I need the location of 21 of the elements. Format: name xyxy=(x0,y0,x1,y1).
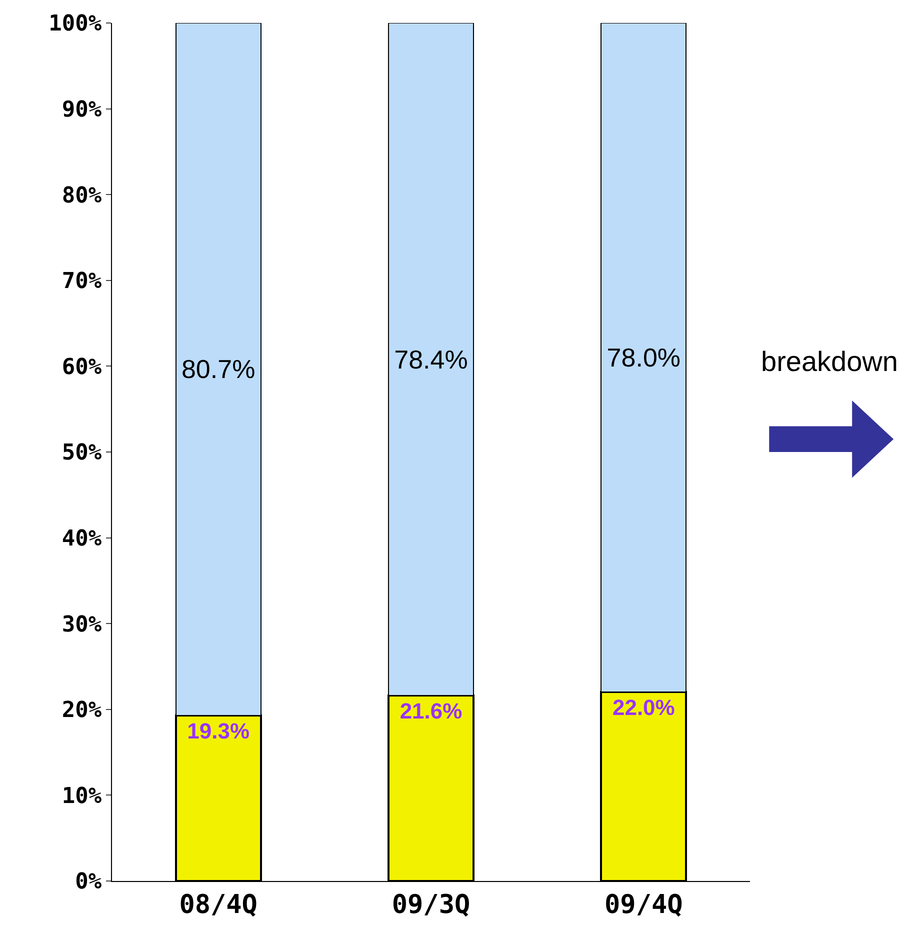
y-tick-label: 100% xyxy=(48,12,102,37)
x-tick-label: 09/4Q xyxy=(604,890,683,920)
y-tick-label: 90% xyxy=(62,98,102,122)
data-label: 78.0% xyxy=(606,342,681,373)
y-tick-label: 20% xyxy=(62,698,102,724)
y-tick-label: 30% xyxy=(62,612,102,638)
y-tick-label: 70% xyxy=(62,269,102,294)
y-tick-label: 50% xyxy=(62,440,102,466)
x-tick-label: 09/3Q xyxy=(392,890,470,920)
y-tick-label: 40% xyxy=(62,526,102,552)
text: breakdown xyxy=(761,346,898,377)
y-tick-label: 0% xyxy=(75,870,102,895)
data-label: 78.4% xyxy=(394,344,468,374)
data-label: 22.0% xyxy=(612,695,675,720)
y-tick-label: 60% xyxy=(62,354,102,380)
data-label: 80.7% xyxy=(181,354,256,384)
x-tick-label: 08/4Q xyxy=(179,890,258,920)
y-tick-label: 10% xyxy=(62,784,102,809)
data-label: 21.6% xyxy=(400,698,462,724)
data-label: 19.3% xyxy=(187,718,250,744)
y-tick-label: 80% xyxy=(62,183,102,208)
